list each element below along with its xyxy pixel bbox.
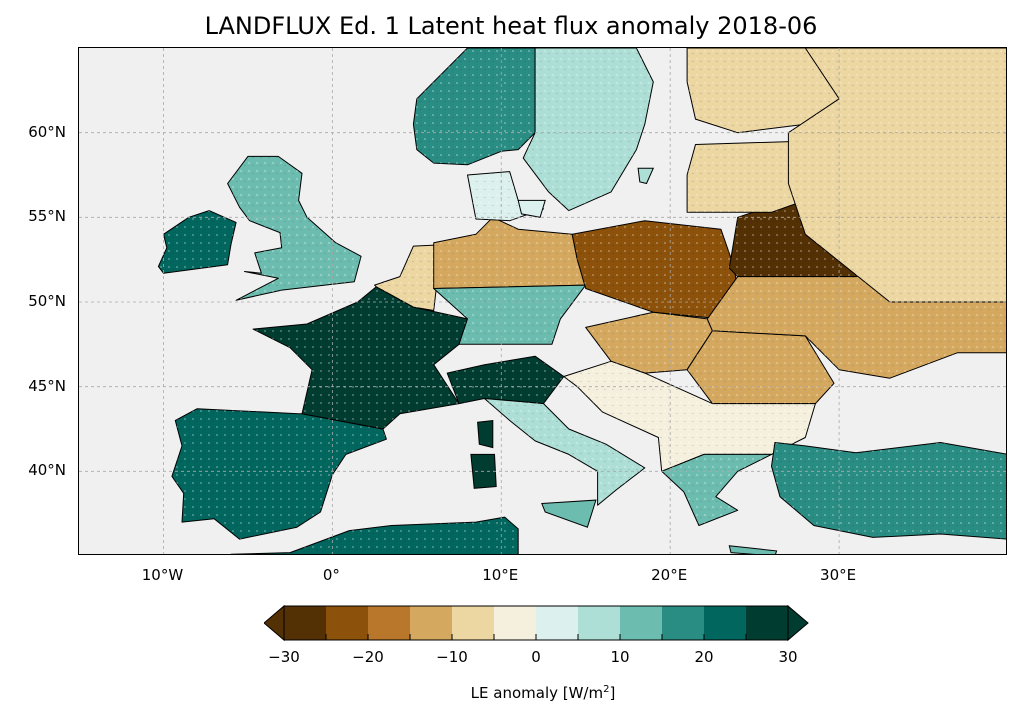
lon-tick-label: 10°W (141, 566, 184, 584)
map-panel (78, 47, 1007, 555)
colorbar-tick-label: −10 (436, 648, 468, 666)
map-canvas (79, 48, 1006, 554)
region-texture-romania (687, 330, 834, 404)
region-texture-germany-south (433, 285, 586, 345)
region-texture-germany-north (433, 217, 586, 289)
island-gotland (637, 167, 655, 185)
colorbar-tick-label: 10 (610, 648, 630, 666)
region-texture-greece (661, 454, 772, 526)
region-texture-poland (572, 220, 738, 319)
colorbar-tick-label: 0 (531, 648, 541, 666)
region-texture-north-africa (241, 517, 519, 554)
region-texture-balkans (563, 361, 816, 472)
colorbar-segment (620, 606, 663, 640)
colorbar-tick-label: 30 (778, 648, 798, 666)
colorbar-segment (368, 606, 411, 640)
lon-tick-label: 0° (322, 566, 340, 584)
colorbar-segment (704, 606, 747, 640)
island-corsica (477, 419, 494, 449)
lat-tick-label: 50°N (28, 292, 66, 310)
colorbar-tick-label: −30 (268, 648, 300, 666)
lat-tick-label: 60°N (28, 122, 66, 141)
colorbar-extend-over (787, 604, 809, 642)
region-texture-russia-west (704, 48, 1006, 302)
region-texture-baltics (687, 141, 806, 213)
lat-tick-label: 55°N (28, 207, 66, 226)
region-texture-northern-italy (447, 356, 564, 404)
region-texture-sweden (523, 48, 654, 211)
colorbar-label: LE anomaly [W/m2] (470, 684, 616, 702)
region-texture-uk (227, 156, 362, 301)
colorbar-segment (284, 606, 327, 640)
region-texture-hungary (585, 312, 713, 374)
region-texture-iberia (171, 408, 387, 540)
colorbar-segment (494, 606, 537, 640)
colorbar-segment (662, 606, 705, 640)
island-sicily (541, 499, 597, 528)
colorbar-segment (578, 606, 621, 640)
map-title: LANDFLUX Ed. 1 Latent heat flux anomaly … (204, 12, 818, 40)
colorbar-tick-label: 20 (694, 648, 714, 666)
colorbar-segment (452, 606, 495, 640)
region-texture-france (253, 286, 468, 429)
colorbar-segment (410, 606, 453, 640)
region-texture-finland (687, 48, 840, 133)
region-texture-turkey (771, 442, 1006, 539)
lon-tick-label: 20°E (651, 566, 688, 584)
colorbar-segment (746, 606, 789, 640)
colorbar (264, 604, 809, 642)
island-zealand (517, 199, 546, 218)
lat-tick-label: 45°N (28, 376, 66, 395)
colorbar-tick-label: −20 (352, 648, 384, 666)
region-texture-benelux (374, 244, 451, 311)
colorbar-segment (536, 606, 579, 640)
region-texture-norway (413, 48, 536, 165)
colorbar-segment (326, 606, 369, 640)
region-texture-central-italy (484, 398, 645, 506)
colorbar-extend-under (264, 604, 285, 642)
lat-tick-label: 40°N (28, 461, 66, 480)
lon-tick-label: 30°E (820, 566, 857, 584)
lon-tick-label: 10°E (482, 566, 519, 584)
region-texture-ireland (158, 210, 237, 274)
island-crete (728, 545, 778, 554)
